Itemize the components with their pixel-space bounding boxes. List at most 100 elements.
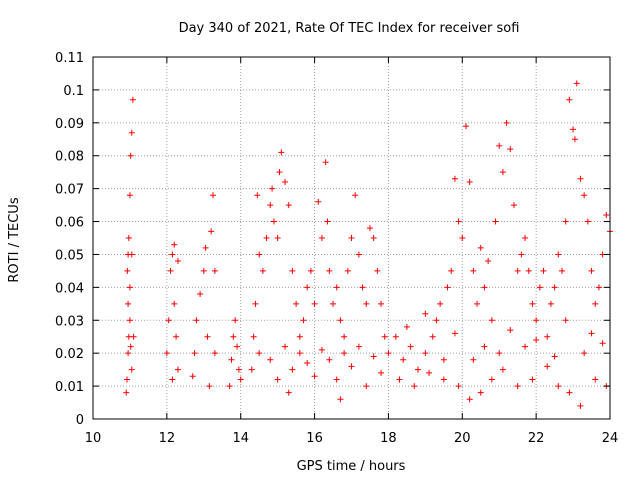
data-point (492, 218, 499, 225)
data-point (248, 366, 255, 373)
data-point (571, 136, 578, 143)
x-tick-label: 20 (454, 431, 471, 446)
data-point (426, 369, 433, 376)
data-point (466, 396, 473, 403)
data-point (533, 337, 540, 344)
data-point (274, 376, 281, 383)
data-point (595, 284, 602, 291)
data-point (211, 267, 218, 274)
x-tick-label: 24 (602, 431, 619, 446)
data-point (603, 211, 610, 218)
data-point (200, 267, 207, 274)
plot-frame (92, 56, 611, 420)
data-point (282, 343, 289, 350)
data-point (525, 267, 532, 274)
data-point (577, 402, 584, 409)
data-point (544, 363, 551, 370)
data-point (488, 376, 495, 383)
y-tick-label: 0.09 (55, 117, 84, 132)
y-tick-label: 0.03 (55, 314, 84, 329)
data-point (230, 333, 237, 340)
data-point (126, 192, 133, 199)
data-point (481, 343, 488, 350)
axis-ticks (92, 56, 611, 420)
data-point (407, 343, 414, 350)
data-point (189, 373, 196, 380)
data-point (352, 192, 359, 199)
data-point (234, 343, 241, 350)
data-point (210, 192, 217, 199)
data-point (174, 366, 181, 373)
data-point (337, 317, 344, 324)
data-point (311, 300, 318, 307)
chart-title: Day 340 of 2021, Rate Of TEC Index for r… (179, 21, 520, 36)
data-point (422, 350, 429, 357)
data-point (451, 330, 458, 337)
data-point (562, 218, 569, 225)
data-point (206, 383, 213, 390)
data-point (529, 376, 536, 383)
data-point (171, 241, 178, 248)
data-point (455, 218, 462, 225)
data-point (278, 149, 285, 156)
y-axis-label: ROTI / TECUs (7, 197, 22, 282)
data-point (433, 317, 440, 324)
data-point (378, 369, 385, 376)
y-tick-label: 0.1 (63, 84, 84, 99)
data-point (276, 169, 283, 176)
data-point (536, 284, 543, 291)
x-tick-labels: 10 12 14 16 18 20 22 24 (85, 431, 619, 446)
data-point (474, 300, 481, 307)
data-point (333, 376, 340, 383)
data-point (226, 383, 233, 390)
data-point (470, 267, 477, 274)
x-tick-label: 18 (380, 431, 397, 446)
data-point (363, 383, 370, 390)
data-point (125, 300, 132, 307)
data-point (326, 356, 333, 363)
data-point (304, 360, 311, 367)
data-point (503, 119, 510, 126)
data-point (466, 179, 473, 186)
data-point (403, 323, 410, 330)
data-point (311, 373, 318, 380)
data-point (204, 333, 211, 340)
data-point (125, 350, 132, 357)
data-point (370, 235, 377, 241)
data-point (411, 383, 418, 390)
data-point (228, 356, 235, 363)
data-point (566, 389, 573, 396)
data-point (459, 235, 466, 241)
data-point (167, 267, 174, 274)
data-point (267, 202, 274, 209)
data-point (378, 300, 385, 307)
data-point (555, 251, 562, 258)
x-tick-label: 14 (232, 431, 249, 446)
data-point (477, 244, 484, 251)
data-point (392, 333, 399, 340)
data-point (558, 267, 565, 274)
data-point (300, 317, 307, 324)
data-point (293, 300, 300, 307)
data-point (485, 258, 492, 265)
data-point (128, 129, 135, 136)
data-point (169, 376, 176, 383)
data-point (307, 267, 314, 274)
x-tick-label: 12 (159, 431, 176, 446)
data-point (385, 350, 392, 357)
data-point (533, 317, 540, 324)
x-tick-label: 10 (85, 431, 102, 446)
data-point (235, 366, 242, 373)
data-point (455, 383, 462, 390)
data-point (315, 198, 322, 205)
data-point (440, 356, 447, 363)
data-point (282, 179, 289, 186)
data-point (324, 218, 331, 225)
data-point (208, 228, 215, 235)
data-point (341, 350, 348, 357)
data-point (126, 284, 133, 291)
data-point (577, 175, 584, 182)
data-point (510, 202, 517, 209)
data-point (337, 396, 344, 403)
